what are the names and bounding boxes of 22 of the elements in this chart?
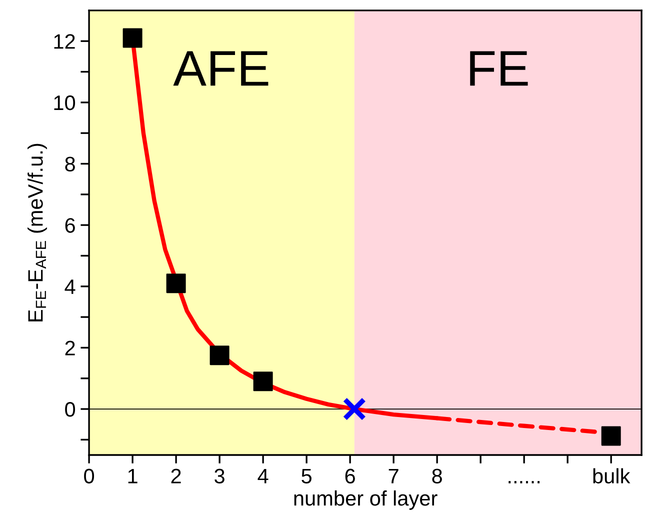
y-tick-label: 0 xyxy=(65,402,76,417)
y-tick-label: 2 xyxy=(65,340,75,356)
y-axis-title: E$_{FE}$-E$_{AFE}$ (meV/f.u.) xyxy=(28,144,47,322)
x-tick-label: 6 xyxy=(345,468,355,484)
x-tick-label: 2 xyxy=(171,468,181,484)
y-tick-label: 8 xyxy=(65,156,75,172)
x-tick-label: 0 xyxy=(84,468,94,484)
band-label: FE xyxy=(470,51,528,86)
y-tick-label: 6 xyxy=(65,218,75,233)
x-tick-label: 1 xyxy=(128,468,138,484)
x-tick-label: 3 xyxy=(214,468,224,484)
x-tick-label: 8 xyxy=(432,468,442,484)
band-label: AFE xyxy=(173,51,268,86)
x-tick-label: 5 xyxy=(302,468,312,484)
y-tick-label: 10 xyxy=(54,95,76,110)
y-tick-label: 4 xyxy=(64,280,76,294)
x-axis-title: number of layer xyxy=(294,490,438,510)
x-tick-label: 7 xyxy=(388,468,398,484)
x-tick-label: ...... xyxy=(508,481,540,484)
x-tick-label: 4 xyxy=(258,468,268,484)
x-tick-label: bulk xyxy=(593,468,630,484)
y-tick-label: 12 xyxy=(54,34,75,49)
